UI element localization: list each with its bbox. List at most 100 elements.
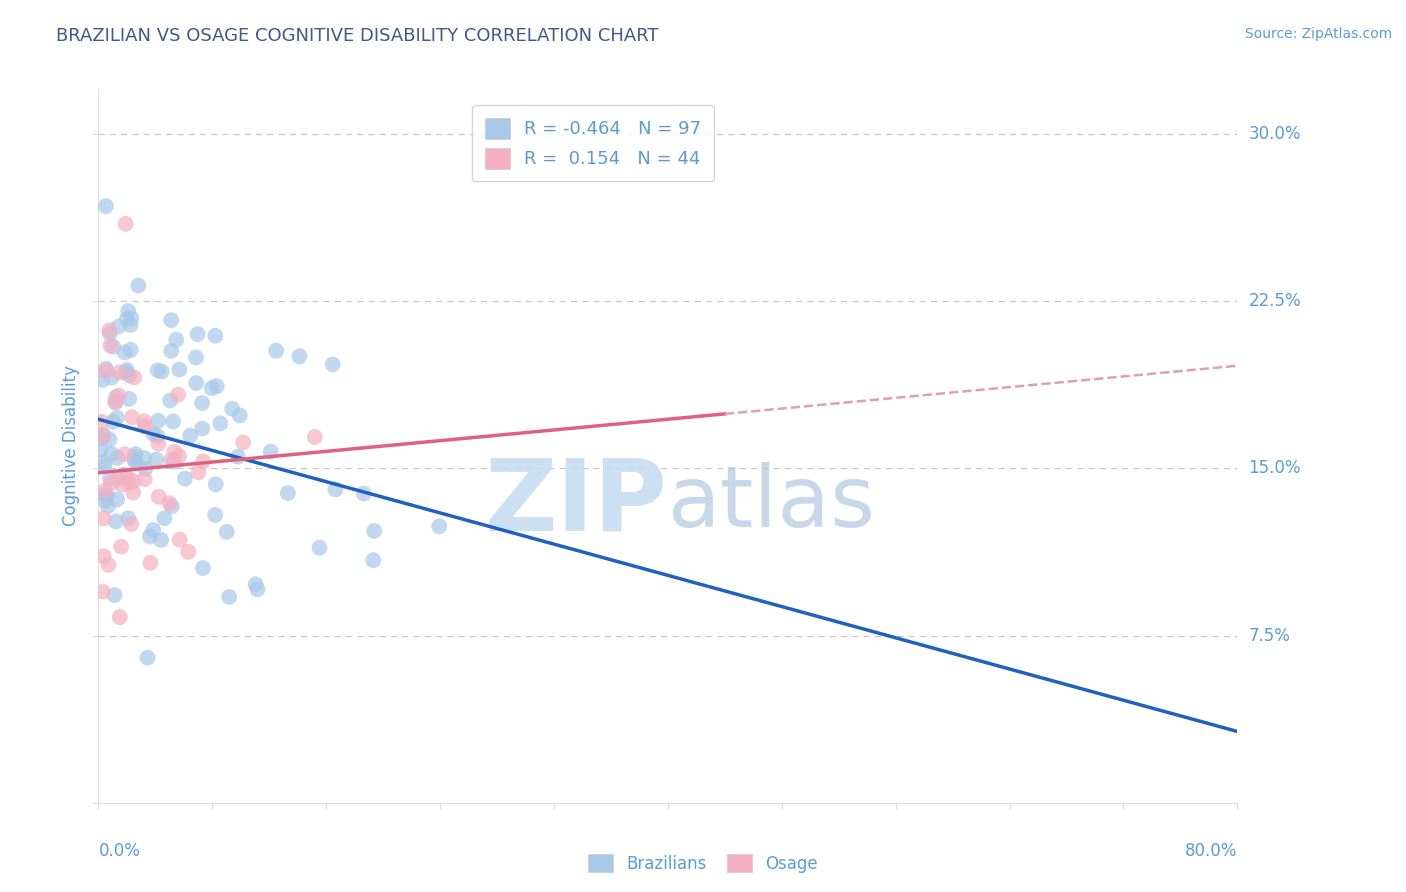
Point bbox=[94, 487, 117, 501]
Point bbox=[179, 428, 201, 442]
Point bbox=[215, 524, 238, 539]
Point bbox=[120, 318, 142, 332]
Point bbox=[228, 409, 250, 423]
Point bbox=[308, 541, 330, 555]
Point bbox=[93, 549, 115, 564]
Point bbox=[260, 444, 283, 458]
Point bbox=[187, 466, 209, 480]
Point bbox=[163, 455, 186, 469]
Point bbox=[97, 499, 120, 513]
Point bbox=[125, 457, 148, 471]
Point bbox=[115, 312, 138, 326]
Point bbox=[117, 471, 139, 485]
Point bbox=[142, 523, 165, 537]
Point bbox=[322, 358, 344, 372]
Point bbox=[232, 435, 254, 450]
Point bbox=[246, 582, 269, 597]
Text: 80.0%: 80.0% bbox=[1185, 842, 1237, 860]
Point bbox=[104, 395, 127, 409]
Point bbox=[353, 486, 375, 500]
Point bbox=[201, 381, 224, 395]
Point bbox=[142, 427, 165, 442]
Point bbox=[204, 328, 226, 343]
Point bbox=[139, 556, 162, 570]
Point bbox=[118, 392, 141, 406]
Point bbox=[104, 515, 127, 529]
Point bbox=[90, 431, 112, 445]
Point bbox=[169, 533, 191, 547]
Point bbox=[127, 278, 149, 293]
Point bbox=[226, 450, 249, 464]
Text: 30.0%: 30.0% bbox=[1249, 125, 1301, 143]
Point bbox=[136, 650, 159, 665]
Point bbox=[160, 343, 183, 358]
Point bbox=[104, 395, 127, 409]
Point bbox=[117, 304, 139, 318]
Point bbox=[427, 519, 450, 533]
Point bbox=[205, 379, 228, 393]
Point bbox=[145, 452, 167, 467]
Point bbox=[148, 490, 170, 504]
Point bbox=[134, 419, 156, 434]
Point bbox=[120, 517, 142, 532]
Point bbox=[117, 511, 139, 525]
Point bbox=[124, 453, 146, 467]
Point bbox=[146, 429, 169, 443]
Point bbox=[150, 365, 173, 379]
Point bbox=[363, 553, 385, 567]
Point bbox=[98, 433, 121, 447]
Point bbox=[177, 545, 200, 559]
Point bbox=[104, 390, 127, 404]
Point bbox=[184, 351, 207, 365]
Point bbox=[101, 415, 124, 429]
Point bbox=[304, 430, 326, 444]
Text: ZIP: ZIP bbox=[485, 455, 668, 551]
Point bbox=[114, 345, 136, 359]
Point bbox=[134, 414, 156, 428]
Point bbox=[245, 577, 267, 591]
Point bbox=[187, 327, 209, 342]
Point bbox=[191, 421, 214, 435]
Point bbox=[160, 313, 183, 327]
Point bbox=[160, 500, 183, 514]
Point bbox=[114, 365, 136, 379]
Point bbox=[91, 584, 114, 599]
Point bbox=[122, 485, 145, 500]
Point bbox=[118, 368, 141, 383]
Point bbox=[98, 326, 121, 341]
Point bbox=[91, 429, 114, 443]
Point bbox=[146, 363, 169, 377]
Point bbox=[114, 217, 136, 231]
Point bbox=[89, 442, 111, 457]
Point bbox=[98, 323, 121, 337]
Point bbox=[100, 338, 122, 352]
Point bbox=[105, 492, 128, 507]
Point bbox=[288, 350, 311, 364]
Point bbox=[174, 472, 197, 486]
Point bbox=[134, 472, 156, 486]
Legend: R = -0.464   N = 97, R =  0.154   N = 44: R = -0.464 N = 97, R = 0.154 N = 44 bbox=[472, 105, 714, 181]
Point bbox=[100, 476, 122, 491]
Point bbox=[120, 311, 142, 326]
Point bbox=[134, 450, 156, 465]
Point bbox=[105, 450, 128, 465]
Point bbox=[209, 417, 232, 431]
Point bbox=[112, 467, 135, 482]
Point bbox=[162, 415, 184, 429]
Point bbox=[114, 447, 136, 461]
Point bbox=[191, 454, 214, 468]
Point bbox=[134, 461, 156, 475]
Point bbox=[264, 343, 287, 358]
Point bbox=[160, 453, 183, 467]
Point bbox=[191, 561, 214, 575]
Point bbox=[191, 396, 214, 410]
Point bbox=[159, 496, 181, 510]
Point bbox=[204, 477, 226, 491]
Text: atlas: atlas bbox=[668, 461, 876, 545]
Y-axis label: Cognitive Disability: Cognitive Disability bbox=[62, 366, 80, 526]
Point bbox=[115, 363, 138, 377]
Point bbox=[218, 590, 240, 604]
Point bbox=[101, 340, 124, 354]
Point bbox=[105, 410, 128, 425]
Point bbox=[107, 388, 129, 402]
